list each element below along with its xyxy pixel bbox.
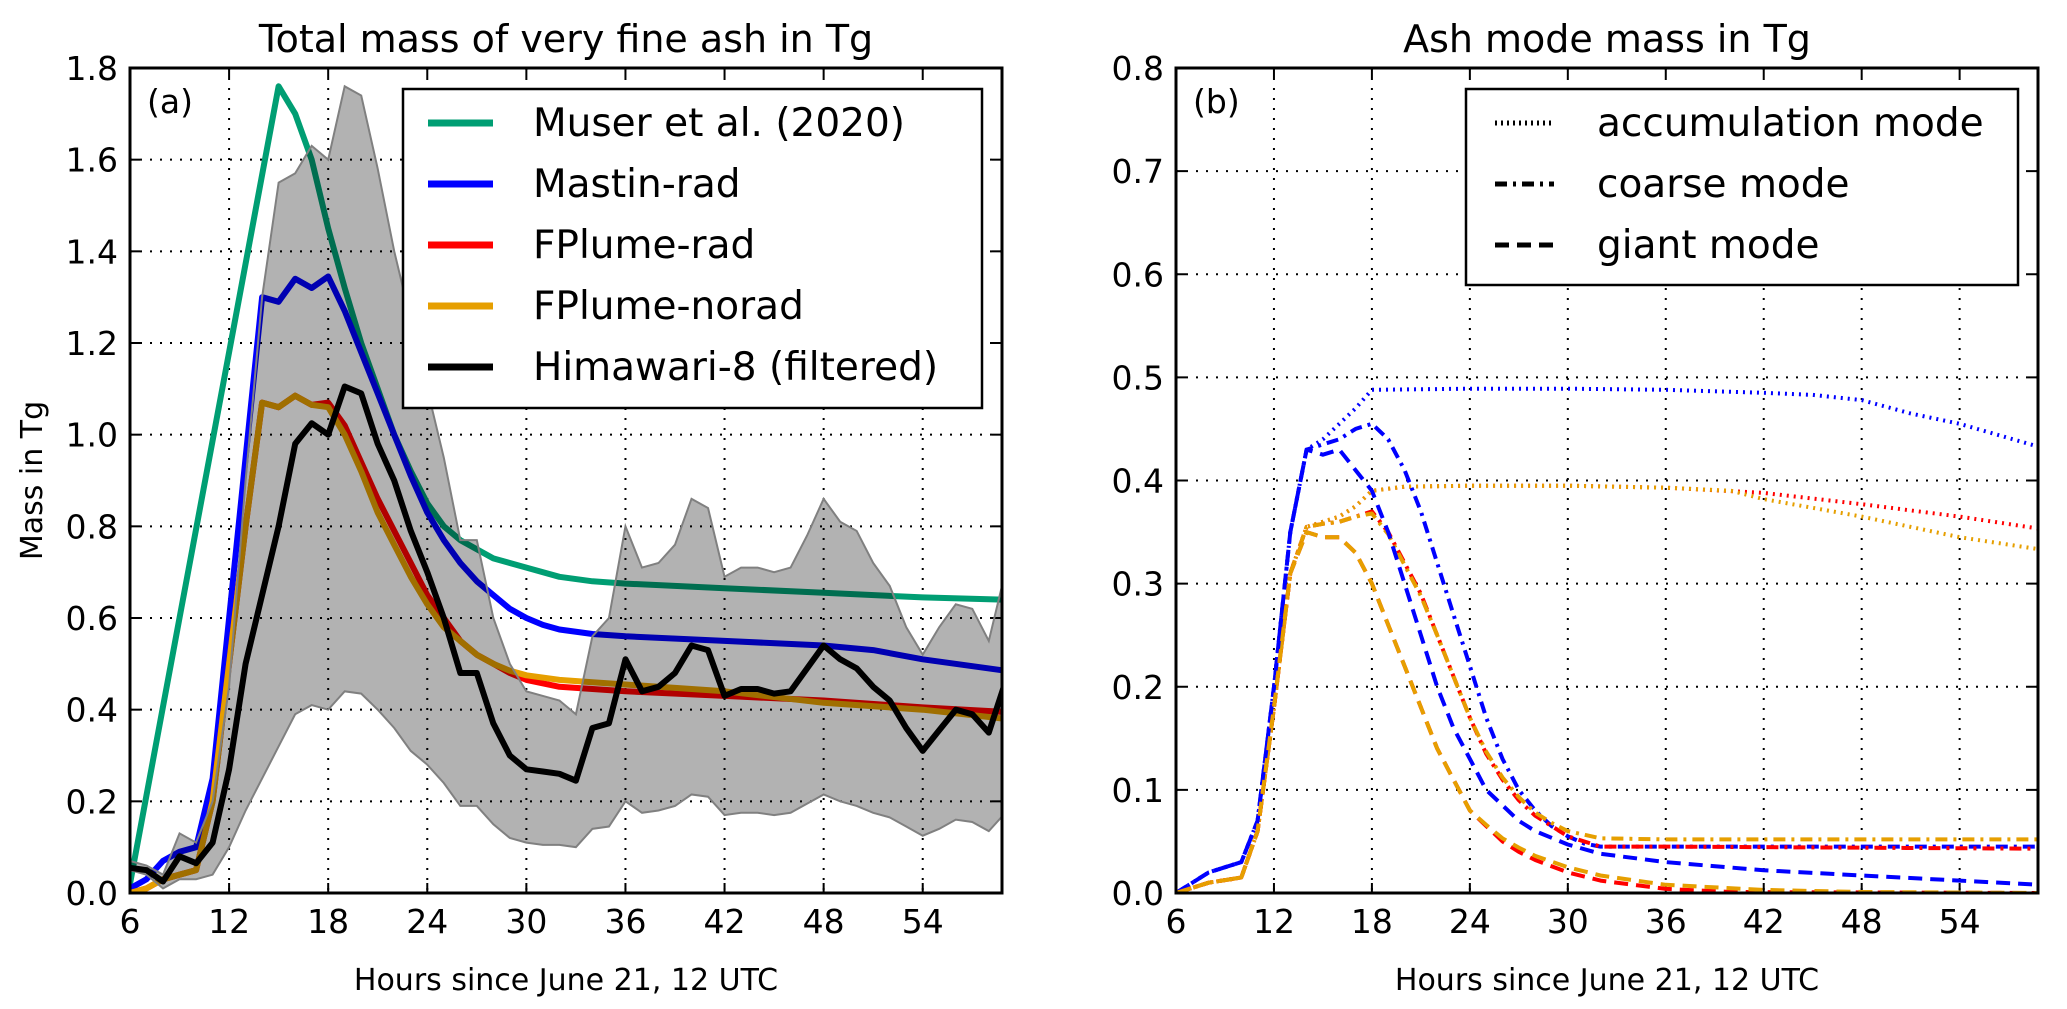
y-tick-label: 1.4 [66, 232, 118, 271]
axes-frame [1174, 66, 2040, 895]
panel-b: 6 12 18 24 30 36 42 48 54 0.0 0.1 0.2 0.3 0.4 0.5 0.6 0.… [1112, 17, 2040, 998]
legend-label: Himawari-8 (filtered) [533, 345, 938, 390]
y-tick-label: 0.5 [1112, 358, 1164, 397]
chart-title: Total mass of very fine ash in Tg [258, 17, 873, 61]
y-tick-label: 0.8 [1112, 49, 1164, 88]
series-line-mastin-rad-giant [1176, 447, 2038, 893]
x-tick-label: 48 [1841, 902, 1883, 941]
y-tick-label: 0.7 [1112, 152, 1164, 191]
plot-area [1176, 386, 2038, 893]
series-line-mastin-rad [130, 273, 1002, 892]
legend-label: Muser et al. (2020) [533, 101, 905, 146]
y-tick-label: 0.4 [1112, 462, 1164, 501]
legend-label: coarse mode [1597, 162, 1850, 207]
series-line-himawari-8-filtered- [130, 383, 1002, 885]
y-tick-label: 1.0 [66, 416, 118, 455]
y-tick-label: 0.6 [1112, 255, 1164, 294]
y-tick-label: 0.1 [1112, 771, 1164, 810]
legend-label: FPlume-rad [533, 223, 755, 268]
x-tick-label: 30 [1547, 902, 1589, 941]
y-tick-label: 0.4 [66, 691, 118, 730]
x-axis-label: Hours since June 21, 12 UTC [1395, 963, 1819, 998]
y-tick-label: 0.2 [66, 782, 118, 821]
x-tick-label: 18 [307, 902, 349, 941]
x-tick-label: 18 [1351, 902, 1393, 941]
plot-area [130, 83, 1002, 893]
x-tick-label: 36 [604, 902, 646, 941]
legend: Muser et al. (2020) Mastin-rad FPlume-rad F… [401, 87, 984, 410]
series-line-mastin-rad-accumulation [1176, 386, 2038, 893]
x-tick-label: 24 [1449, 902, 1491, 941]
x-tick-label: 36 [1645, 902, 1687, 941]
x-axis-label: Hours since June 21, 12 UTC [354, 963, 778, 998]
y-tick-label: 1.2 [66, 324, 118, 363]
y-tick-label: 0.3 [1112, 565, 1164, 604]
x-tick-label: 24 [406, 902, 448, 941]
x-tick-label: 6 [120, 902, 141, 941]
x-tick-label: 54 [902, 902, 944, 941]
x-tick-label: 48 [803, 902, 845, 941]
series-line-fplume-norad-giant [1176, 530, 2038, 893]
chart-title: Ash mode mass in Tg [1403, 17, 1811, 61]
x-tick-label: 42 [704, 902, 746, 941]
y-tick-label: 1.6 [66, 141, 118, 180]
series-line-mastin-rad-coarse [1176, 421, 2038, 893]
legend-box [1464, 87, 2020, 287]
legend-label: accumulation mode [1597, 101, 1984, 146]
series-line-fplume-rad-accumulation [1176, 483, 2038, 893]
y-tick-label: 0.0 [66, 874, 118, 913]
x-tick-label: 12 [1253, 902, 1295, 941]
y-tick-label: 0.6 [66, 599, 118, 638]
x-tick-label: 12 [208, 902, 250, 941]
legend-label: Mastin-rad [533, 162, 740, 207]
y-tick-label: 1.8 [66, 49, 118, 88]
panel-label: (a) [147, 82, 193, 121]
y-tick-label: 0.2 [1112, 668, 1164, 707]
x-tick-label: 54 [1939, 902, 1981, 941]
panel-label: (b) [1193, 82, 1240, 121]
y-tick-label: 0.0 [1112, 874, 1164, 913]
legend-box [401, 87, 984, 410]
legend-label: FPlume-norad [533, 284, 804, 329]
axes-frame [128, 66, 1004, 895]
series-line-fplume-rad-coarse [1176, 509, 2038, 893]
x-tick-label: 30 [505, 902, 547, 941]
legend-label: giant mode [1597, 223, 1820, 268]
series-line-fplume-norad-accumulation [1176, 483, 2038, 893]
x-tick-label: 6 [1166, 902, 1187, 941]
x-tick-label: 42 [1743, 902, 1785, 941]
y-tick-label: 0.8 [66, 507, 118, 546]
panel-a: 6 12 18 24 30 36 42 48 54 0.0 0.2 0.4 0.6 0.8 1.0 1.2 1.… [15, 17, 1004, 998]
y-axis-label: Mass in Tg [15, 401, 50, 560]
legend: accumulation mode coarse mode giant mode [1464, 87, 2020, 287]
series-line-fplume-norad-coarse [1176, 511, 2038, 893]
